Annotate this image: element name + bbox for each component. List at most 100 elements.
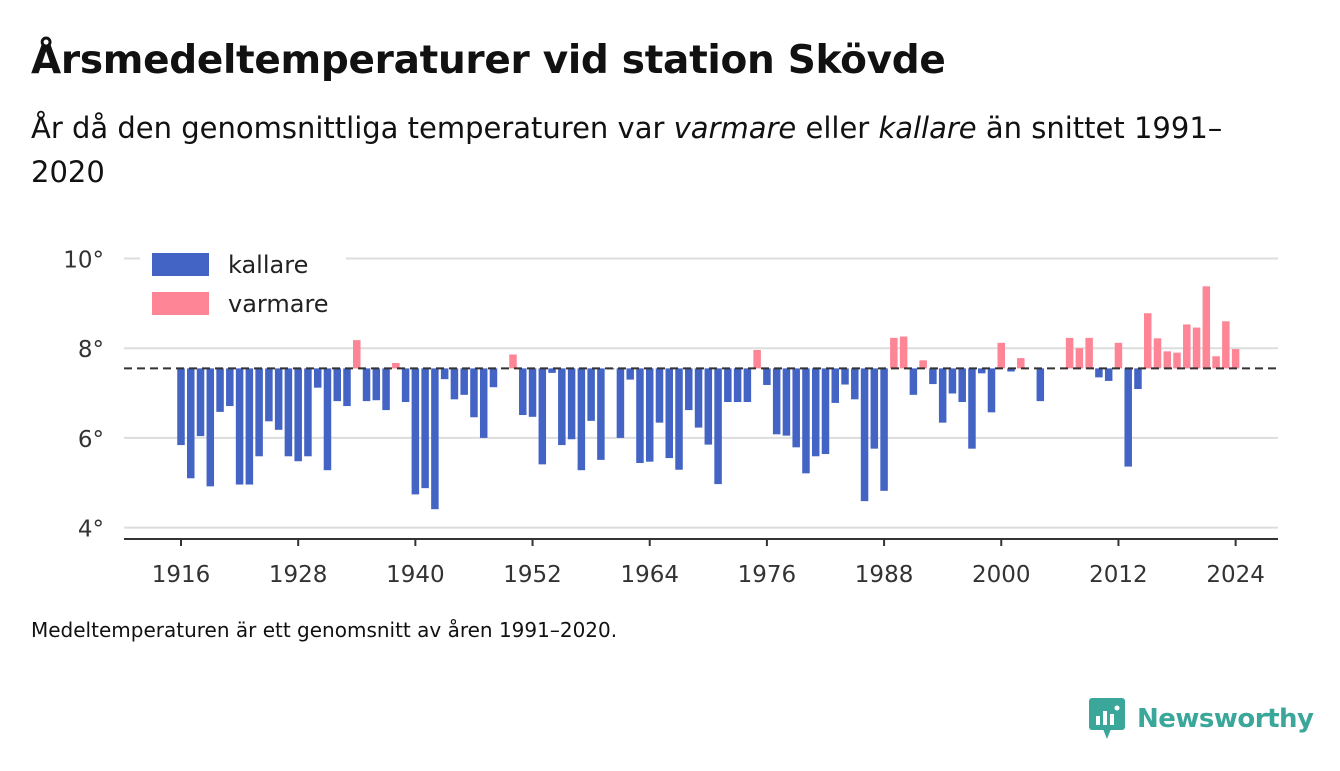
bar [382,368,390,411]
chart-title: Årsmedeltemperaturer vid station Skövde [31,38,946,83]
bar [548,368,556,373]
subtitle-part-3: än snittet 1991–2020 [31,111,1223,189]
y-tick-label: 10° [63,248,104,274]
bar [968,368,976,449]
bar-chart: 4° 6° 8° 10° 1916 1928 1940 1952 1964 1976 1988 200… [63,247,1278,588]
bar [890,337,898,369]
bar [782,368,791,436]
bar [1173,352,1181,369]
bar [284,368,293,457]
footnote: Medeltemperaturen är ett genomsnitt av å… [31,618,618,642]
bar [421,368,429,489]
legend-label-colder: kallare [228,251,308,279]
x-tick-label: 2000 [972,562,1031,588]
bar [470,368,478,418]
bar [450,368,459,400]
bar [304,368,312,457]
bar [772,368,781,435]
bar [577,368,586,471]
bar [597,368,605,460]
bar [655,368,664,423]
bar [753,349,761,369]
bar [763,368,771,385]
bar [792,368,800,448]
bar [1036,368,1045,402]
bar [362,368,371,402]
bar [255,368,263,457]
bar [977,368,986,374]
bar [558,368,566,446]
bar [411,368,420,495]
bar [196,368,205,437]
bar [1134,368,1142,390]
bar [831,368,840,403]
bar [1153,338,1162,369]
bar [1163,351,1172,369]
x-tick-label: 1916 [152,562,211,588]
subtitle-colder: kallare [878,111,977,145]
bar [675,368,683,470]
bar [479,368,488,438]
bar [294,368,302,462]
bar [235,368,244,485]
chart-subtitle: År då den genomsnittliga temperaturen va… [31,106,1251,194]
bar [938,368,947,423]
bar [880,368,888,491]
bar [714,368,722,485]
bar [372,368,381,401]
x-tick-label: 1988 [855,562,914,588]
x-tick-label: 2012 [1089,562,1148,588]
bar [909,368,918,395]
bar [226,368,234,407]
bar [851,368,859,400]
bar [1095,368,1103,378]
bar [187,368,195,479]
brand[interactable]: Newsworthy [1089,698,1314,740]
bar [665,368,673,459]
subtitle-part-2: eller [796,111,879,145]
bar [636,368,644,464]
bar [899,336,908,369]
bar [704,368,713,445]
bar [1231,349,1240,369]
bar [1085,337,1093,369]
bar [987,368,996,413]
subtitle-part-1: År då den genomsnittliga temperaturen va… [31,111,674,145]
x-tick-label: 2024 [1206,562,1265,588]
x-tick-label: 1940 [386,562,445,588]
bar [733,368,742,403]
bar [274,368,283,430]
bar [245,368,254,485]
bar [1183,324,1191,369]
bar [538,368,547,465]
newsworthy-logo-icon [1089,698,1125,739]
bar [743,368,752,403]
bar [724,368,732,403]
bar [870,368,879,449]
bar [567,368,576,440]
bar [860,368,869,502]
bar [528,368,537,417]
x-tick-label: 1976 [738,562,797,588]
bar [821,368,830,455]
bar [929,368,937,385]
bar [353,340,361,369]
bar [958,368,966,403]
bar [216,368,224,412]
legend-swatch-warmer [152,292,209,315]
bar [1202,286,1211,369]
x-tick-label: 1964 [620,562,679,588]
bar [997,342,1006,369]
bar [431,368,439,510]
bar [1017,358,1025,369]
bar [265,368,273,422]
bar [1075,348,1084,369]
bar [401,368,410,403]
brand-name: Newsworthy [1137,704,1314,734]
bar [519,368,527,416]
y-tick-label: 8° [78,337,104,363]
bar [177,368,185,446]
bar [1124,368,1132,467]
bar [1114,342,1123,369]
bar [313,368,322,388]
